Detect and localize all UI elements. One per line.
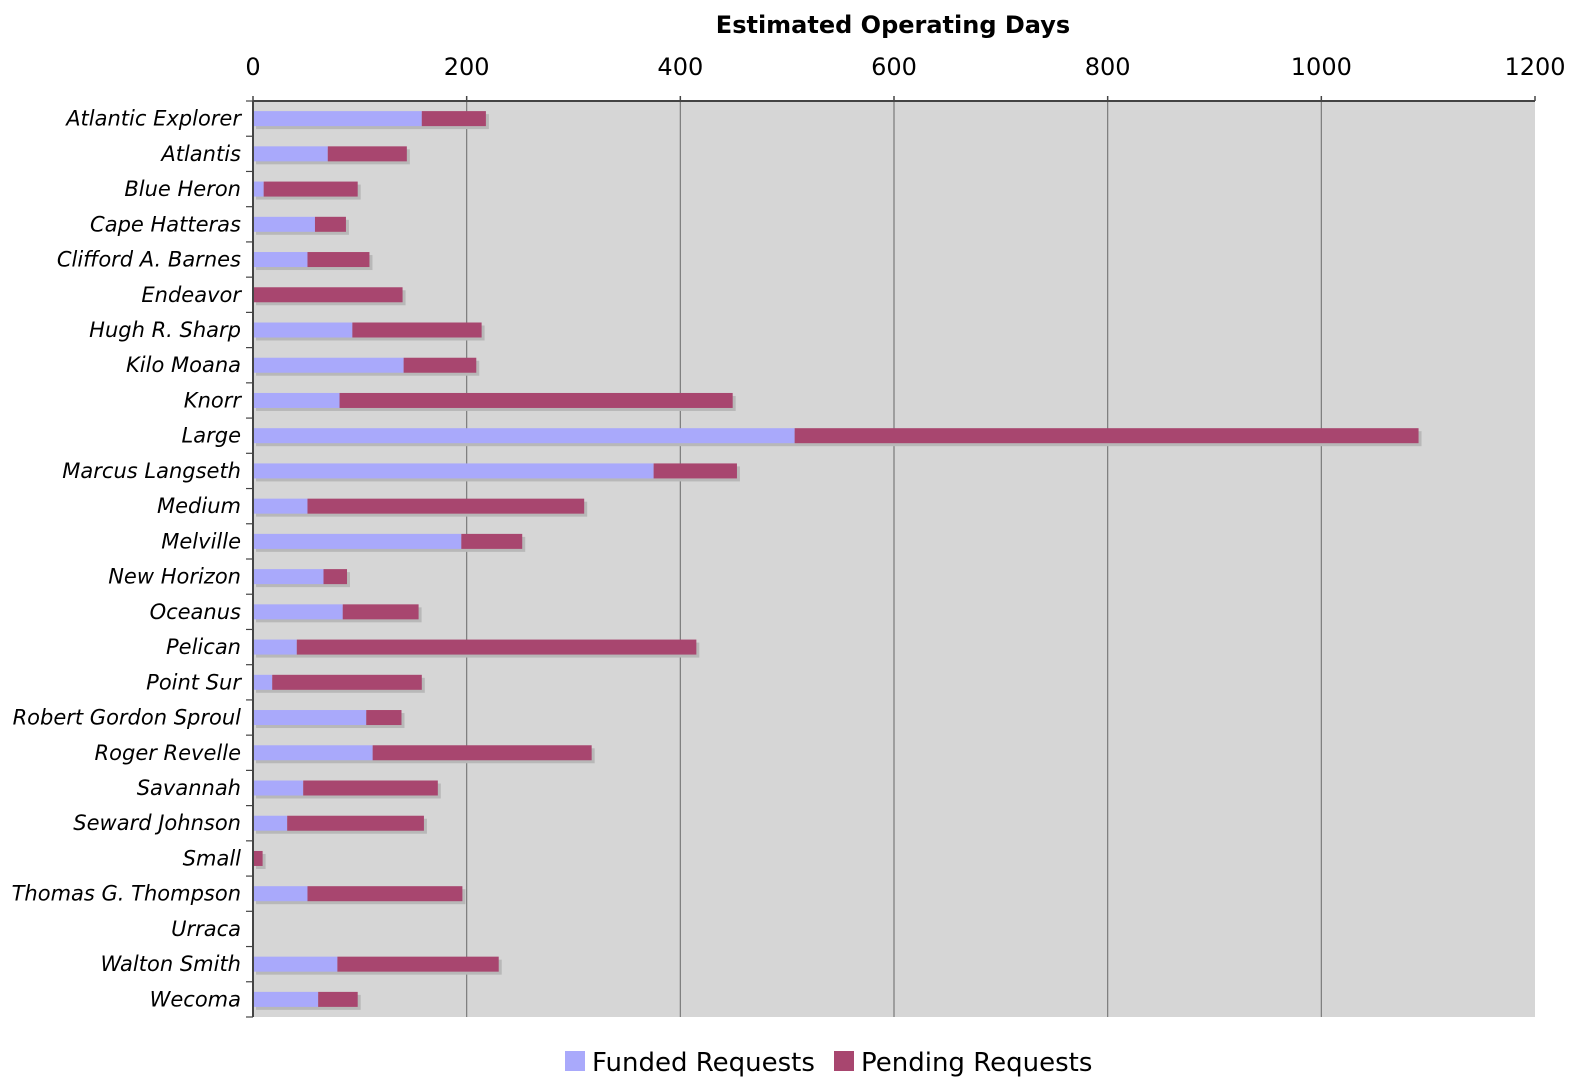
legend: Funded Requests Pending Requests	[565, 1048, 1092, 1078]
bar-pending	[253, 287, 403, 303]
category-label: Urraca	[171, 917, 241, 941]
bar-funded	[253, 745, 373, 761]
bar-pending	[339, 392, 733, 408]
bar-funded	[253, 216, 315, 232]
bar-pending	[287, 815, 424, 831]
category-label: Thomas G. Thompson	[12, 882, 241, 906]
bar-funded	[253, 815, 288, 831]
x-axis-ticks: 0 200 400 600 800 1000 1200	[245, 53, 1566, 101]
bar-funded	[253, 111, 422, 127]
bar-funded	[253, 498, 308, 514]
bar-funded	[253, 252, 308, 268]
category-label: Endeavor	[141, 283, 242, 307]
category-label: Melville	[161, 529, 241, 553]
category-label: Savannah	[137, 776, 241, 800]
bar-pending	[272, 674, 422, 690]
category-label: Medium	[157, 494, 241, 518]
x-tick-label: 200	[444, 53, 490, 81]
bars	[253, 111, 1422, 1010]
bar-funded	[253, 533, 462, 549]
bar-pending	[337, 956, 499, 972]
x-tick-label: 400	[657, 53, 703, 81]
category-label: Cape Hatteras	[90, 212, 241, 236]
category-label: Marcus Langseth	[62, 459, 241, 483]
x-tick-label: 800	[1085, 53, 1131, 81]
bar-pending	[307, 886, 463, 902]
category-label: Kilo Moana	[126, 353, 241, 377]
category-label: Small	[183, 846, 241, 870]
x-tick-label: 1000	[1291, 53, 1352, 81]
bar-funded	[253, 428, 795, 444]
bar-pending	[342, 604, 419, 620]
bar-pending	[653, 463, 737, 479]
bar-pending	[307, 498, 585, 514]
legend-label: Pending Requests	[861, 1048, 1092, 1078]
bar-pending	[314, 216, 346, 232]
bar-pending	[366, 710, 402, 726]
category-label: Oceanus	[150, 600, 241, 624]
category-label: Knorr	[184, 388, 243, 412]
category-label: Blue Heron	[124, 177, 241, 201]
legend-swatch-funded	[565, 1051, 585, 1071]
bar-funded	[253, 991, 319, 1007]
category-label: Robert Gordon Sproul	[13, 706, 242, 730]
category-label: Roger Revelle	[95, 741, 241, 765]
bar-funded	[253, 392, 340, 408]
bar-pending	[403, 357, 477, 373]
legend-label: Funded Requests	[592, 1048, 815, 1078]
bar-pending	[327, 146, 407, 162]
bar-pending	[352, 322, 482, 338]
bar-pending	[263, 181, 358, 197]
bar-pending	[303, 780, 438, 796]
bar-funded	[253, 674, 273, 690]
bar-funded	[253, 322, 353, 338]
x-tick-label: 600	[871, 53, 917, 81]
category-label: Point Sur	[146, 670, 242, 694]
x-axis-title: Estimated Operating Days	[716, 11, 1070, 39]
bar-funded	[253, 357, 404, 373]
bar-funded	[253, 146, 328, 162]
x-tick-label: 1200	[1504, 53, 1565, 81]
bar-funded	[253, 639, 297, 655]
legend-swatch-pending	[834, 1051, 854, 1071]
bar-pending	[318, 991, 358, 1007]
category-labels: Atlantic Explorer Atlantis Blue Heron Cape …	[12, 100, 253, 1018]
bar-pending	[421, 111, 486, 127]
x-tick-label: 0	[245, 53, 260, 81]
bar-pending	[323, 569, 348, 585]
category-label: Large	[182, 424, 241, 448]
bar-funded	[253, 956, 338, 972]
bar-funded	[253, 886, 308, 902]
bar-funded	[253, 604, 343, 620]
bar-pending	[253, 850, 263, 866]
category-label: Wecoma	[150, 987, 241, 1011]
category-label: Hugh R. Sharp	[89, 318, 241, 342]
category-label: Clifford A. Barnes	[57, 248, 241, 272]
bar-pending	[307, 252, 370, 268]
category-label: Atlantis	[159, 142, 241, 166]
bar-funded	[253, 569, 324, 585]
bar-pending	[794, 428, 1419, 444]
category-label: Seward Johnson	[73, 811, 241, 835]
bar-pending	[296, 639, 697, 655]
bar-funded	[253, 181, 264, 197]
bar-pending	[372, 745, 592, 761]
category-label: Atlantic Explorer	[64, 107, 242, 131]
bar-pending	[461, 533, 523, 549]
category-label: Walton Smith	[100, 952, 241, 976]
bar-funded	[253, 780, 304, 796]
bar-funded	[253, 463, 654, 479]
category-label: Pelican	[166, 635, 241, 659]
category-label: New Horizon	[108, 565, 241, 589]
gridlines	[466, 101, 1322, 1017]
bar-funded	[253, 710, 367, 726]
